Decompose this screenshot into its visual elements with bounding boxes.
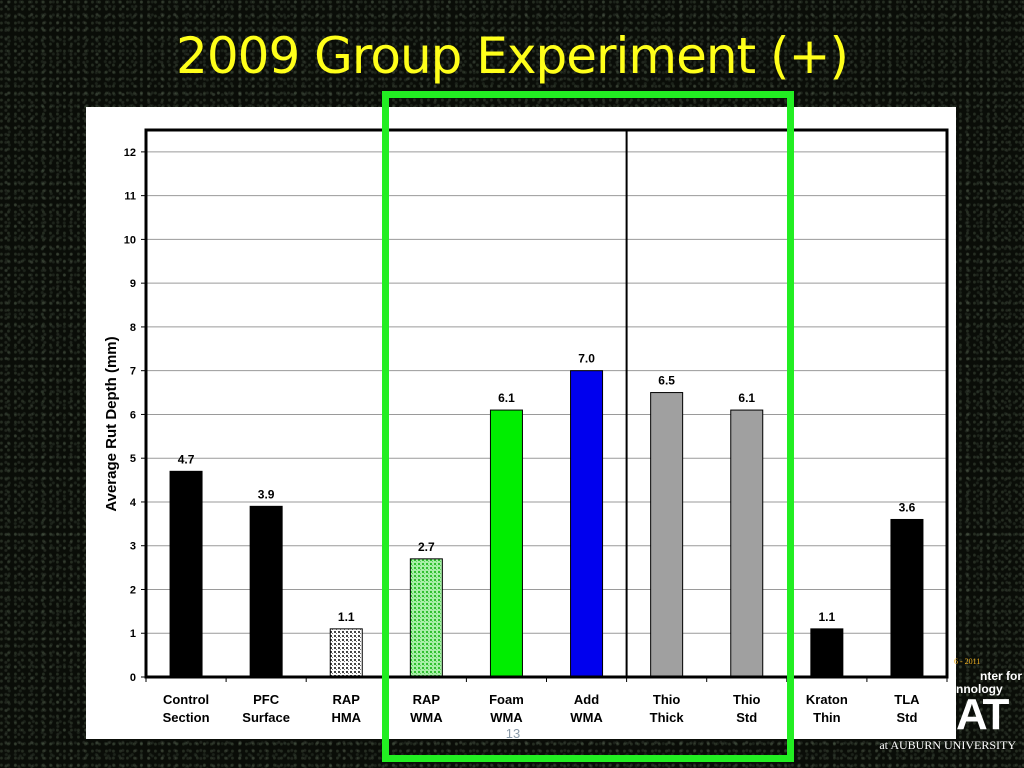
y-tick-label: 8 xyxy=(130,322,136,334)
y-axis-title: Average Rut Depth (mm) xyxy=(103,336,120,511)
x-tick-label: RAP xyxy=(333,692,361,707)
y-tick-label: 0 xyxy=(130,672,136,684)
x-tick-label: PFC xyxy=(253,692,280,707)
bar xyxy=(890,518,924,678)
x-tick-label: Thin xyxy=(813,710,840,725)
data-label: 3.6 xyxy=(899,500,916,514)
x-tick-label: HMA xyxy=(331,710,361,725)
x-tick-label: Thio xyxy=(733,692,760,707)
x-tick-label: RAP xyxy=(413,692,441,707)
y-tick-label: 1 xyxy=(130,628,136,640)
x-tick-label: Add xyxy=(574,692,599,707)
logo-university: at AUBURN UNIVERSITY xyxy=(866,738,1024,754)
data-label: 1.1 xyxy=(338,610,355,624)
bar xyxy=(249,505,283,678)
x-tick-label: Kraton xyxy=(806,692,848,707)
y-tick-label: 3 xyxy=(130,541,136,553)
x-tick-label: Std xyxy=(896,710,917,725)
highlight-box xyxy=(382,91,794,762)
slide-title: 2009 Group Experiment (+) xyxy=(176,27,849,85)
x-tick-label: Section xyxy=(163,710,210,725)
x-tick-label: Thio xyxy=(653,692,680,707)
x-tick-label: Control xyxy=(163,692,209,707)
logo-university-text: at AUBURN UNIVERSITY xyxy=(879,738,1016,752)
page-number: 13 xyxy=(505,726,521,741)
data-label: 3.9 xyxy=(258,487,275,501)
y-tick-label: 10 xyxy=(124,234,136,246)
logo-line1: nter for xyxy=(980,669,1022,683)
y-tick-label: 4 xyxy=(130,497,137,509)
axes: 0123456789101112ControlSectionPFCSurface… xyxy=(124,128,949,725)
bar xyxy=(329,628,363,678)
x-tick-label: Surface xyxy=(242,710,290,725)
x-tick-label: WMA xyxy=(410,710,443,725)
y-tick-label: 11 xyxy=(124,191,136,203)
logo-years: 6 - 2011 xyxy=(954,657,981,666)
x-tick-label: Foam xyxy=(489,692,524,707)
data-label: 6.1 xyxy=(738,391,755,405)
bar xyxy=(810,628,844,678)
bar xyxy=(730,409,764,678)
x-tick-label: WMA xyxy=(490,710,523,725)
ncat-logo: 6 - 2011 nter for nnology AT xyxy=(946,652,1024,768)
bar xyxy=(409,558,443,678)
y-tick-label: 5 xyxy=(130,453,136,465)
data-label: 1.1 xyxy=(819,610,836,624)
y-tick-label: 12 xyxy=(124,147,136,159)
data-label: 4.7 xyxy=(178,452,195,466)
bar xyxy=(169,470,203,678)
data-label: 6.5 xyxy=(658,374,675,388)
data-label: 7.0 xyxy=(578,352,595,366)
logo-mark: AT xyxy=(956,690,1009,739)
y-tick-label: 7 xyxy=(130,366,136,378)
bars xyxy=(169,370,924,678)
logo-line2: nnology xyxy=(956,682,1003,696)
x-tick-label: Thick xyxy=(650,710,685,725)
y-tick-label: 6 xyxy=(130,409,136,421)
data-labels: 4.7 3.9 1.1 2.7 6.1 7.0 6.5 6.1 1.1 3.6 xyxy=(178,352,916,624)
data-label: 2.7 xyxy=(418,540,435,554)
y-tick-label: 2 xyxy=(130,584,136,596)
x-tick-label: WMA xyxy=(570,710,603,725)
y-tick-label: 9 xyxy=(130,278,136,290)
x-tick-label: TLA xyxy=(894,692,920,707)
data-label: 6.1 xyxy=(498,391,515,405)
x-tick-label: Std xyxy=(736,710,757,725)
rut-depth-bar-chart: 4.73.91.12.76.17.06.56.11.13.6 012345678… xyxy=(103,128,949,725)
